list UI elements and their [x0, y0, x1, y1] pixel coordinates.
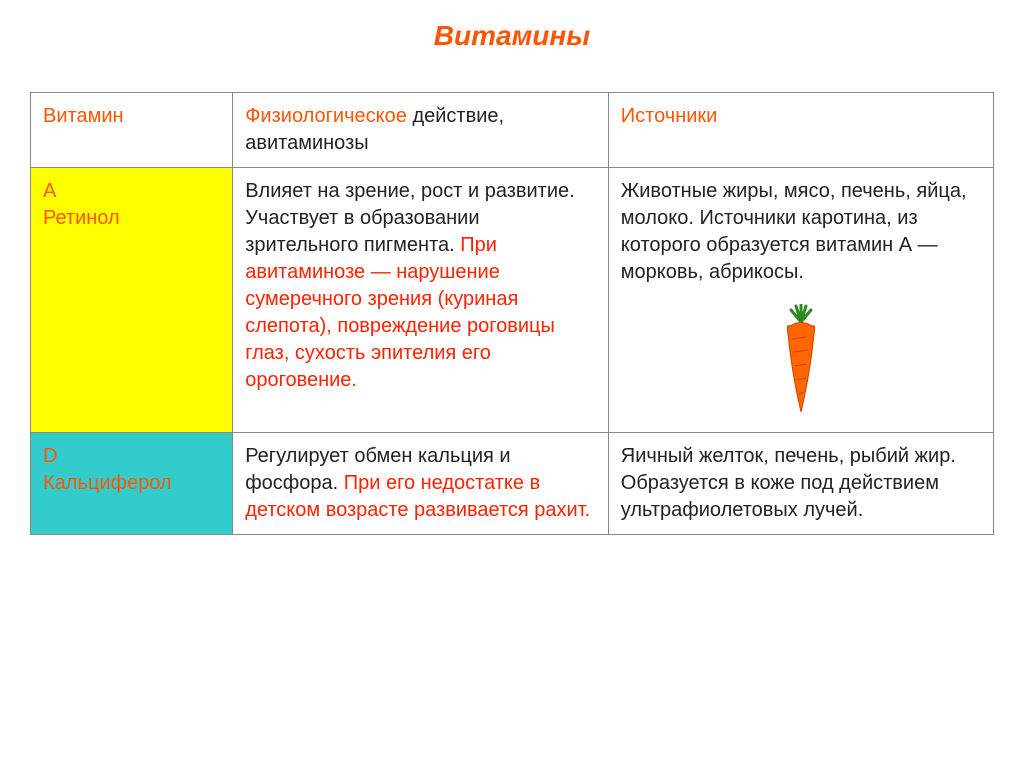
col-header-vitamin-label: Витамин	[43, 105, 124, 127]
action-text-a-1: Влияет на зрение, рост и развитие. Участ…	[245, 180, 574, 256]
vitamin-sources-cell-d: Яичный желток, печень, рыбий жир. Образу…	[608, 433, 993, 535]
vitamin-fullname-a: Ретинол	[43, 207, 120, 229]
vitamin-fullname-d: Кальциферол	[43, 472, 172, 494]
table-row: А Ретинол Влияет на зрение, рост и разви…	[31, 168, 994, 433]
col-header-action: Физиологическое действие, авитаминозы	[233, 93, 609, 168]
carrot-icon	[621, 304, 981, 422]
col-header-action-label1: Физиологическое	[245, 105, 407, 127]
sources-text-a: Животные жиры, мясо, печень, яйца, молок…	[621, 180, 967, 283]
vitamins-table: Витамин Физиологическое действие, авитам…	[30, 92, 994, 535]
vitamin-letter-d: D	[43, 445, 57, 467]
vitamin-sources-cell-a: Животные жиры, мясо, печень, яйца, молок…	[608, 168, 993, 433]
vitamin-name-cell-a: А Ретинол	[31, 168, 233, 433]
sources-text-d: Яичный желток, печень, рыбий жир. Образу…	[621, 445, 956, 521]
vitamin-letter-a: А	[43, 180, 56, 202]
page-title: Витамины	[30, 20, 994, 52]
col-header-sources-label: Источники	[621, 105, 718, 127]
vitamin-action-cell-a: Влияет на зрение, рост и развитие. Участ…	[233, 168, 609, 433]
table-header-row: Витамин Физиологическое действие, авитам…	[31, 93, 994, 168]
col-header-vitamin: Витамин	[31, 93, 233, 168]
table-row: D Кальциферол Регулирует обмен кальция и…	[31, 433, 994, 535]
action-text-a-red: При авитаминозе — нарушение сумеречного …	[245, 234, 555, 391]
vitamin-name-cell-d: D Кальциферол	[31, 433, 233, 535]
col-header-sources: Источники	[608, 93, 993, 168]
vitamin-action-cell-d: Регулирует обмен кальция и фосфора. При …	[233, 433, 609, 535]
